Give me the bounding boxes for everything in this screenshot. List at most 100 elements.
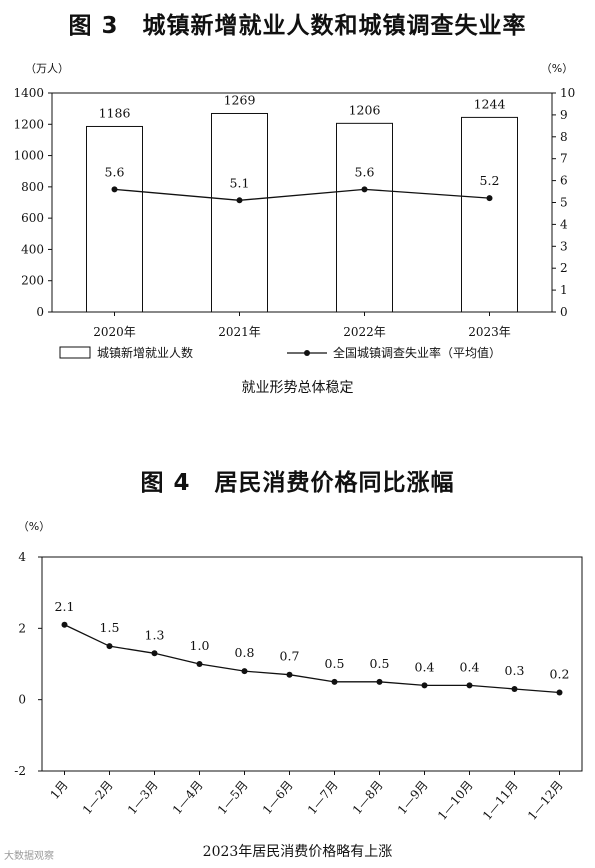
figure4-y-tick-label: 0 xyxy=(18,693,26,707)
figure4-line-point xyxy=(466,682,473,689)
figure4-y-tick-label: 2 xyxy=(18,621,26,635)
figure4-line-point xyxy=(421,682,428,689)
figure3-right-tick-label: 9 xyxy=(560,108,568,122)
figure3-left-tick-label: 1200 xyxy=(13,117,44,131)
figure3-right-tick-label: 8 xyxy=(560,130,568,144)
figure4-x-tick-label: 1月 xyxy=(47,778,70,802)
figure3-bar-value-label: 1269 xyxy=(224,92,256,107)
figure4-y-unit: （%） xyxy=(18,520,50,533)
figure3-bar xyxy=(211,112,268,313)
figure4-cpi-line xyxy=(64,624,560,694)
figure3-right-tick-label: 6 xyxy=(560,174,568,188)
figure3-bar-value-label: 1186 xyxy=(99,105,131,120)
figure3-bars xyxy=(86,112,518,313)
figure3-bar xyxy=(86,125,143,313)
figure4-line-point xyxy=(376,678,383,685)
figure4-value-label: 0.2 xyxy=(550,667,570,682)
figure4-labels: 2.1 1.5 1.3 1.0 0.8 0.7 0.5 0.5 0.4 0.4 0.3 0.2 xyxy=(55,599,570,682)
figure3-line-point xyxy=(486,195,493,202)
figure3-caption: 就业形势总体稳定 xyxy=(241,380,354,396)
figure3-title: 图 3 城镇新增就业人数和城镇调查失业率 xyxy=(68,13,527,39)
figure3-right-tick-label: 10 xyxy=(560,86,575,100)
figure4-line-point xyxy=(106,643,113,650)
watermark: 大数据观察 xyxy=(4,851,54,862)
figure4-value-label: 0.3 xyxy=(505,663,525,678)
figure4-line-point xyxy=(331,678,338,685)
figure4-x-tick-label: 1—11月 xyxy=(480,778,521,823)
figure3-legend-line-marker xyxy=(304,350,310,356)
figure3-bar-value-label: 1206 xyxy=(349,102,381,117)
figure4-x-tick-label: 1—8月 xyxy=(350,778,386,817)
figure4-x-tick-label: 1—2月 xyxy=(80,778,116,817)
figure4-value-label: 1.3 xyxy=(145,627,165,642)
figure3-bar-value-label: 1244 xyxy=(474,96,506,111)
figure3-legend-bar-swatch xyxy=(59,346,91,359)
figure3-legend: 城镇新增就业人数 全国城镇调查失业率（平均值） xyxy=(59,345,501,360)
figure3-line-series xyxy=(111,186,493,204)
figure3-left-tick-label: 400 xyxy=(21,242,44,256)
figure3-unemployment-line xyxy=(114,188,490,201)
figure4-value-label: 1.5 xyxy=(100,620,120,635)
figure4-line-series xyxy=(61,621,563,696)
figure4-value-label: 2.1 xyxy=(55,599,75,614)
figure3-left-unit: （万人） xyxy=(25,62,69,75)
figure4-title: 图 4 居民消费价格同比涨幅 xyxy=(140,470,455,496)
figure4-value-label: 0.4 xyxy=(460,659,480,674)
figure4-value-label: 0.5 xyxy=(325,656,345,671)
figure4-line-point xyxy=(556,689,563,696)
figure4-x-tick-label: 1—7月 xyxy=(305,778,341,817)
figure3-x-tick-label: 2022年 xyxy=(343,325,386,339)
figure3-line-point xyxy=(111,186,118,193)
figure3-right-tick-label: 2 xyxy=(560,261,568,275)
figure3-left-tick-label: 1400 xyxy=(13,86,44,100)
figure3-x-tick-label: 2023年 xyxy=(468,325,511,339)
figure4-line-point xyxy=(196,661,203,667)
figure3-line-value-label: 5.1 xyxy=(230,175,250,190)
figure3-line-point xyxy=(361,186,368,193)
figure3-x-tick-label: 2021年 xyxy=(218,325,261,339)
figure4-line-point xyxy=(286,671,293,678)
figure4-line-point xyxy=(241,668,248,675)
figure3-right-unit: （%） xyxy=(541,62,573,75)
figure3-right-tick-label: 3 xyxy=(560,239,568,253)
figure4-y-tick-label: -2 xyxy=(14,764,26,778)
figure4-value-label: 0.7 xyxy=(280,649,300,664)
figure3-right-tick-label: 5 xyxy=(560,196,568,210)
figure3-bar xyxy=(461,116,518,313)
figure3-axes: 0 200 400 600 800 1000 1200 1400 0 1 2 3 4 5 6 7 8 9 10 （万人… xyxy=(13,62,575,339)
figure3-right-tick-label: 7 xyxy=(560,152,568,166)
figure4-value-label: 0.4 xyxy=(415,659,435,674)
figure3-left-tick-label: 800 xyxy=(21,180,44,194)
figure3-chart: 0 200 400 600 800 1000 1200 1400 0 1 2 3 4 5 6 7 8 9 10 （万人… xyxy=(13,62,575,360)
figure3-legend-bar-label: 城镇新增就业人数 xyxy=(97,345,193,360)
figure3-right-tick-label: 0 xyxy=(560,305,568,319)
figure4-x-tick-label: 1—5月 xyxy=(215,778,251,817)
figure3-line-value-label: 5.6 xyxy=(105,164,125,179)
figure3-right-tick-label: 4 xyxy=(560,217,568,231)
figure4-x-tick-label: 1—10月 xyxy=(435,778,476,823)
figure3-bar xyxy=(336,122,393,313)
figure4-value-label: 0.5 xyxy=(370,656,390,671)
figure3-legend-line-label: 全国城镇调查失业率（平均值） xyxy=(333,345,501,360)
figure4-value-label: 0.8 xyxy=(235,645,255,660)
figure3-left-tick-label: 200 xyxy=(21,274,44,288)
figure4-x-tick-label: 1—9月 xyxy=(395,778,431,817)
figure3-line-point xyxy=(236,197,243,204)
figure4-line-point xyxy=(511,685,518,692)
figure3-right-tick-label: 1 xyxy=(560,283,568,297)
figure3-line-value-label: 5.6 xyxy=(355,164,375,179)
figure3-line-value-label: 5.2 xyxy=(480,173,500,188)
figure4-x-tick-label: 1—3月 xyxy=(125,778,161,817)
figure3-labels: 1186 1269 1206 1244 5.6 5.1 5.6 5.2 xyxy=(99,92,506,190)
figure3-x-tick-label: 2020年 xyxy=(93,325,136,339)
figure3-left-tick-label: 0 xyxy=(36,305,44,319)
figure3-left-tick-label: 600 xyxy=(21,211,44,225)
figure4-line-point xyxy=(61,621,68,628)
figure4-x-tick-label: 1—12月 xyxy=(525,778,566,823)
figure3-left-tick-label: 1000 xyxy=(13,149,44,163)
figure4-caption: 2023年居民消费价格略有上涨 xyxy=(202,844,393,860)
figure4-x-tick-label: 1—6月 xyxy=(260,778,296,817)
figure4-x-tick-label: 1—4月 xyxy=(170,778,206,817)
